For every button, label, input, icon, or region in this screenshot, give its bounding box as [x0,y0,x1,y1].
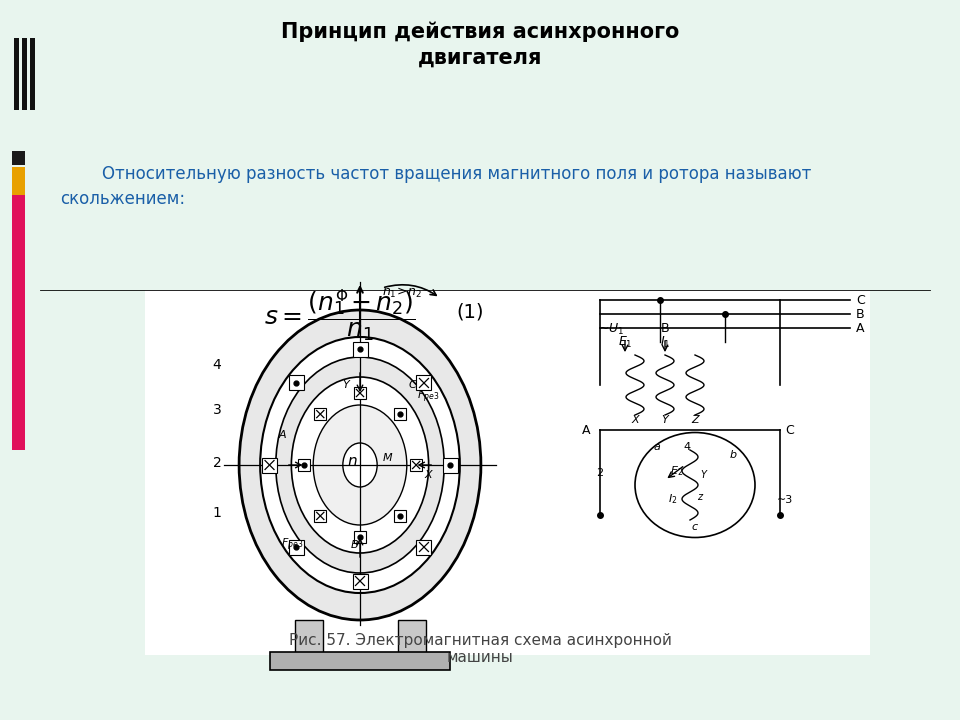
Bar [410,459,422,471]
Text: $s = \dfrac{(n_1 - n_2)}{n_1}$: $s = \dfrac{(n_1 - n_2)}{n_1}$ [264,290,416,343]
Text: $\Phi$: $\Phi$ [335,288,348,304]
Text: $M$: $M$ [382,451,394,463]
Bar [352,574,368,588]
Bar [289,375,303,390]
Text: Принцип действия асинхронного
двигателя: Принцип действия асинхронного двигателя [281,22,679,67]
Text: ~3: ~3 [777,495,793,505]
Text: c: c [692,522,698,532]
Bar [352,341,368,356]
Bar [354,531,366,543]
Ellipse shape [292,377,428,553]
Text: $n_1\!>\!n_2$: $n_1\!>\!n_2$ [382,286,421,300]
Text: b: b [730,450,736,460]
Bar [394,408,406,420]
Bar [12,195,25,450]
Text: 2: 2 [213,456,222,470]
Ellipse shape [635,433,755,538]
Text: (1): (1) [456,302,484,322]
Text: $F_{pe3}$: $F_{pe3}$ [281,537,303,553]
Text: a: a [654,442,660,452]
Bar [262,457,277,472]
Text: скольжением:: скольжением: [60,190,185,208]
Text: B: B [351,540,359,550]
Bar [30,38,35,110]
Text: 3: 3 [213,403,222,417]
Bar [298,459,310,471]
Bar [12,167,25,195]
Bar [417,539,431,554]
Text: 4: 4 [684,442,690,452]
Bar [12,151,25,165]
Text: $n$: $n$ [347,454,357,469]
Bar [14,38,19,110]
Bar [354,387,366,399]
Ellipse shape [276,357,444,573]
Bar [443,457,458,472]
Bar [22,38,27,110]
Text: $F_{pe3}$: $F_{pe3}$ [417,389,439,405]
Bar [145,290,870,655]
Ellipse shape [260,337,460,593]
Text: ~$U_1$: ~$U_1$ [598,322,624,337]
Text: $I_2$: $I_2$ [668,492,678,506]
Text: B: B [660,322,669,335]
Text: 2: 2 [596,468,604,478]
Text: C: C [785,423,794,436]
Ellipse shape [313,405,407,525]
Text: A: A [856,322,865,335]
Text: 4: 4 [213,358,222,372]
Text: C: C [408,380,416,390]
Bar [295,620,323,655]
Text: Y: Y [700,470,706,480]
Text: Y: Y [343,380,349,390]
Text: Z: Z [691,415,699,425]
Bar [289,539,303,554]
Text: $E_2$: $E_2$ [670,464,684,478]
Text: C: C [856,294,865,307]
Bar [314,408,326,420]
Bar [394,510,406,522]
Text: X: X [631,415,638,425]
Bar [398,620,426,655]
Bar [314,510,326,522]
Text: $I_1$: $I_1$ [660,335,670,349]
Text: Рис. 57. Электромагнитная схема асинхронной
машины: Рис. 57. Электромагнитная схема асинхрон… [289,633,671,665]
Text: A: A [582,423,590,436]
Text: Y: Y [661,415,668,425]
Text: A: A [278,430,286,440]
Ellipse shape [343,443,377,487]
Text: 1: 1 [213,506,222,520]
Bar [270,652,450,670]
Text: B: B [856,307,865,320]
Text: X: X [424,470,432,480]
Bar [417,375,431,390]
Text: $E_1$: $E_1$ [617,335,633,349]
Ellipse shape [239,310,481,620]
Text: z: z [697,492,703,502]
Text: Относительную разность частот вращения магнитного поля и ротора называют: Относительную разность частот вращения м… [60,165,811,183]
